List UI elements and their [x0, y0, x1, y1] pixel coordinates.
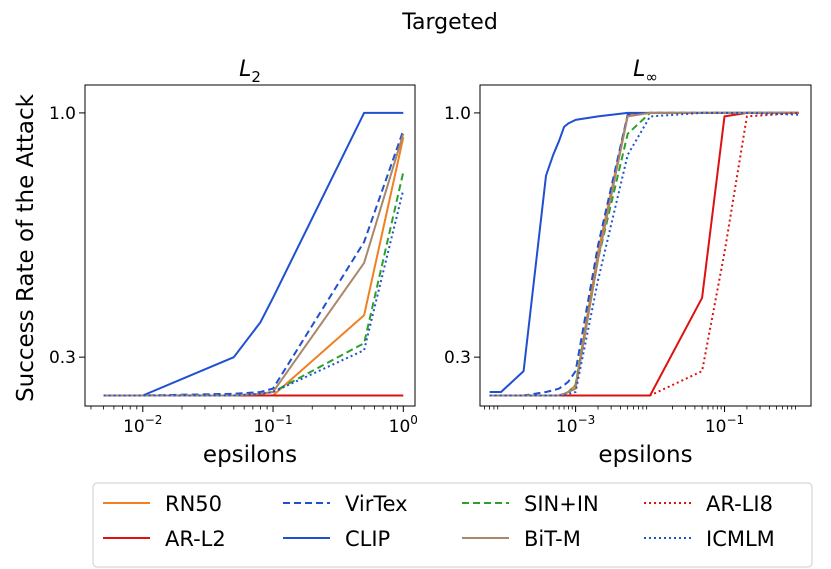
x-axis-label: epsilons	[203, 442, 297, 468]
series-line-virtex	[103, 130, 405, 397]
legend-label-bit-m: BiT-M	[524, 527, 581, 551]
series-line-clip	[489, 111, 799, 393]
x-tick-label: 10−1	[705, 413, 744, 437]
legend-box	[92, 482, 813, 568]
series-group	[489, 111, 800, 397]
panel-title: L∞	[633, 57, 658, 86]
x-tick-label: 10−3	[556, 413, 595, 437]
series-line-icmlm	[103, 189, 405, 397]
linf-panel: L∞ 10−3 10−1 1.0 0.3 epsilons	[444, 57, 812, 468]
x-tick-label: 100	[389, 413, 418, 437]
x-tick-label: 10−1	[253, 413, 292, 437]
y-tick-label: 0.3	[49, 348, 76, 368]
legend-label-ar-li8: AR-LI8	[706, 492, 773, 516]
series-line-sin+in	[103, 171, 405, 397]
axes-frame	[479, 84, 812, 407]
legend-label-sin+in: SIN+IN	[524, 492, 599, 516]
x-axis-label: epsilons	[598, 442, 692, 468]
y-tick-label: 0.3	[444, 348, 471, 368]
y-axis-label: Success Rate of the Attack	[13, 93, 39, 402]
y-tick-label: 1.0	[49, 104, 76, 124]
legend-label-clip: CLIP	[345, 527, 390, 551]
figure-title: Targeted	[401, 10, 498, 35]
panel-title: L2	[239, 57, 261, 86]
series-line-bit-m	[103, 133, 405, 397]
l2-panel: L2 10−2 10−1 100 1.0 0.3 epsilons	[49, 57, 418, 468]
axes-frame	[84, 84, 416, 407]
series-line-clip	[103, 111, 404, 397]
legend-label-virtex: VirTex	[345, 492, 408, 516]
legend-label-icmlm: ICMLM	[706, 527, 775, 551]
legend-label-rn50: RN50	[165, 492, 222, 516]
legend: RN50 AR-L2 VirTex CLIP SIN+IN BiT-M AR-LI8 ICML…	[103, 492, 775, 551]
series-line-icmlm	[489, 111, 800, 397]
series-group	[103, 111, 405, 397]
x-tick-label: 10−2	[123, 413, 162, 437]
y-tick-label: 1.0	[444, 104, 471, 124]
series-line-rn50	[103, 137, 405, 397]
legend-label-ar-l2: AR-L2	[165, 527, 226, 551]
